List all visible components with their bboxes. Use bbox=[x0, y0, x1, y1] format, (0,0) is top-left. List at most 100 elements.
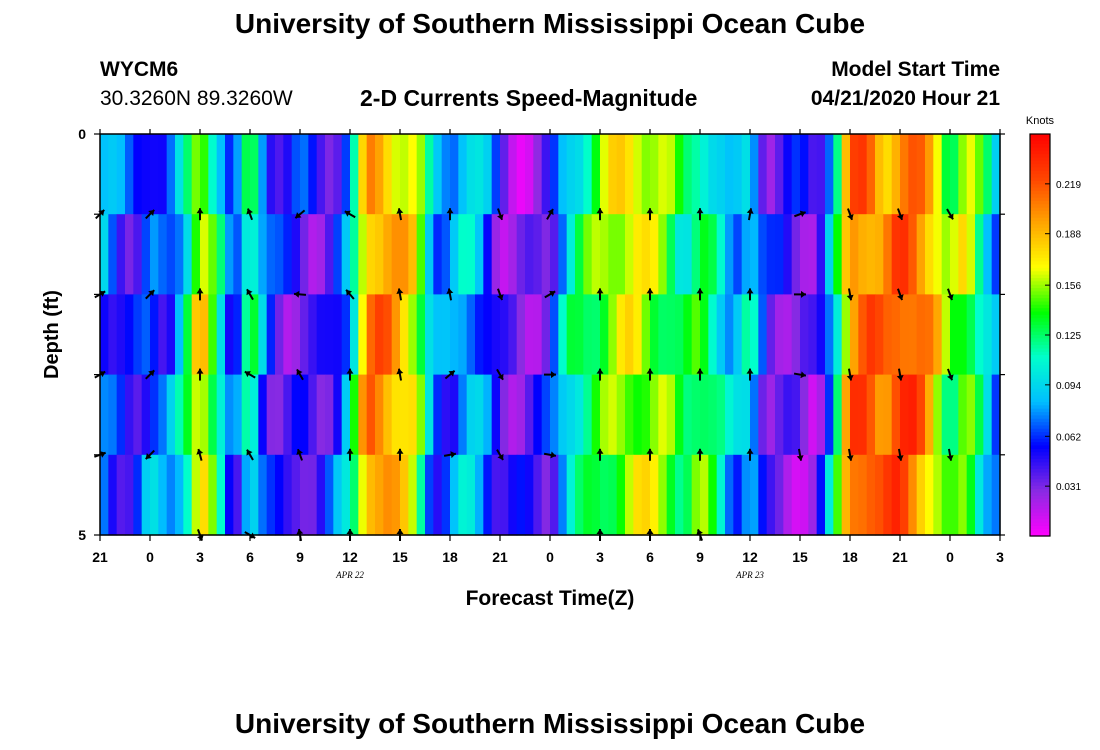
heatmap-cell bbox=[841, 214, 851, 295]
current-vector-arrow bbox=[947, 288, 954, 301]
heatmap-cell bbox=[875, 374, 884, 456]
heatmap-cell bbox=[408, 294, 418, 376]
colorbar-segment bbox=[1030, 381, 1050, 386]
heatmap-cell bbox=[425, 454, 434, 536]
heatmap-cell bbox=[941, 294, 951, 376]
colorbar-segment bbox=[1030, 147, 1050, 152]
heatmap-cell bbox=[966, 374, 976, 456]
colorbar-segment bbox=[1030, 194, 1050, 199]
heatmap-cell bbox=[458, 374, 468, 456]
heatmap-cell bbox=[883, 374, 893, 456]
heatmap-cell bbox=[258, 454, 268, 536]
colorbar-segment bbox=[1030, 402, 1050, 406]
colorbar-segment bbox=[1030, 462, 1050, 467]
heatmap-cell bbox=[150, 134, 159, 215]
heatmap-cell bbox=[116, 294, 126, 376]
heatmap-cell bbox=[166, 374, 176, 456]
heatmap-cell bbox=[658, 214, 668, 295]
colorbar-segment bbox=[1030, 177, 1050, 182]
heatmap-cell bbox=[750, 374, 759, 456]
heatmap-cell bbox=[950, 294, 959, 376]
heatmap-cell bbox=[791, 454, 801, 536]
colorbar-segment bbox=[1030, 254, 1050, 259]
heatmap-cell bbox=[150, 454, 159, 536]
heatmap-cell bbox=[816, 454, 826, 536]
heatmap-cell bbox=[100, 294, 109, 376]
heatmap-cell bbox=[691, 454, 701, 536]
heatmap-cell bbox=[933, 214, 943, 295]
heatmap-cell bbox=[708, 454, 718, 536]
heatmap-cell bbox=[241, 214, 251, 295]
heatmap-cell bbox=[541, 294, 551, 376]
heatmap-cell bbox=[608, 294, 618, 376]
heatmap-cell bbox=[266, 294, 276, 376]
heatmap-cell bbox=[808, 454, 818, 536]
heatmap-cell bbox=[850, 374, 859, 456]
plot-title: 2-D Currents Speed-Magnitude bbox=[360, 85, 698, 111]
colorbar-segment bbox=[1030, 281, 1050, 286]
heatmap-cell bbox=[608, 214, 618, 295]
colorbar-segment bbox=[1030, 522, 1050, 527]
date-label: APR 23 bbox=[735, 570, 764, 580]
heatmap-cell bbox=[516, 294, 526, 376]
heatmap-cell bbox=[175, 134, 184, 215]
heatmap-cell bbox=[125, 374, 134, 456]
heatmap-cell bbox=[650, 454, 659, 536]
heatmap-cell bbox=[316, 134, 326, 215]
heatmap-cell bbox=[566, 454, 576, 536]
heatmap-cell bbox=[600, 294, 609, 376]
heatmap-cell bbox=[141, 294, 151, 376]
heatmap-cell bbox=[408, 214, 418, 295]
heatmap-cell bbox=[400, 294, 409, 376]
heatmap-cell bbox=[466, 134, 476, 215]
colorbar-segment bbox=[1030, 157, 1050, 162]
heatmap-cell bbox=[566, 294, 576, 376]
colorbar-segment bbox=[1030, 204, 1050, 209]
heatmap-cell bbox=[158, 374, 168, 456]
heatmap-cell bbox=[416, 214, 426, 295]
heatmap-cell bbox=[875, 454, 884, 536]
heatmap-cell bbox=[800, 214, 809, 295]
heatmap-cell bbox=[383, 134, 393, 215]
colorbar-segment bbox=[1030, 261, 1050, 266]
heatmap-cell bbox=[633, 374, 643, 456]
current-vector-arrow bbox=[746, 288, 754, 301]
heatmap-cell bbox=[533, 454, 543, 536]
heatmap-cell bbox=[400, 454, 409, 536]
heatmap-cell bbox=[783, 374, 793, 456]
heatmap-cell bbox=[766, 214, 776, 295]
heatmap-cell bbox=[708, 374, 718, 456]
colorbar-segment bbox=[1030, 311, 1050, 316]
heatmap-cell bbox=[216, 214, 226, 295]
colorbar-segment bbox=[1030, 388, 1050, 393]
heatmap-cell bbox=[316, 374, 326, 456]
heatmap-cell bbox=[950, 454, 959, 536]
heatmap-cell bbox=[925, 214, 934, 295]
x-tick-label: 12 bbox=[342, 549, 358, 565]
heatmap-cell bbox=[266, 214, 276, 295]
heatmap-cell bbox=[716, 374, 726, 456]
heatmap-cell bbox=[391, 374, 401, 456]
heatmap-cell bbox=[900, 214, 909, 295]
heatmap-cell bbox=[700, 134, 709, 215]
heatmap-cell bbox=[325, 454, 334, 536]
heatmap-cell bbox=[441, 374, 451, 456]
colorbar-segment bbox=[1030, 358, 1050, 363]
page-title-bottom: University of Southern Mississippi Ocean… bbox=[234, 708, 866, 739]
colorbar-segment bbox=[1030, 405, 1050, 410]
heatmap-cell bbox=[766, 454, 776, 536]
heatmap-cell bbox=[533, 294, 543, 376]
heatmap-cell bbox=[375, 454, 384, 536]
heatmap-cell bbox=[750, 454, 759, 536]
heatmap-cell bbox=[616, 214, 626, 295]
heatmap-cell bbox=[550, 134, 559, 215]
heatmap-cell bbox=[983, 454, 993, 536]
heatmap-cell bbox=[750, 214, 759, 295]
colorbar-segment bbox=[1030, 150, 1050, 155]
heatmap-cell bbox=[150, 294, 159, 376]
heatmap-cell bbox=[525, 374, 534, 456]
heatmap-cell bbox=[583, 374, 593, 456]
heatmap-cell bbox=[891, 454, 901, 536]
heatmap-cell bbox=[275, 454, 284, 536]
heatmap-cell bbox=[225, 374, 234, 456]
